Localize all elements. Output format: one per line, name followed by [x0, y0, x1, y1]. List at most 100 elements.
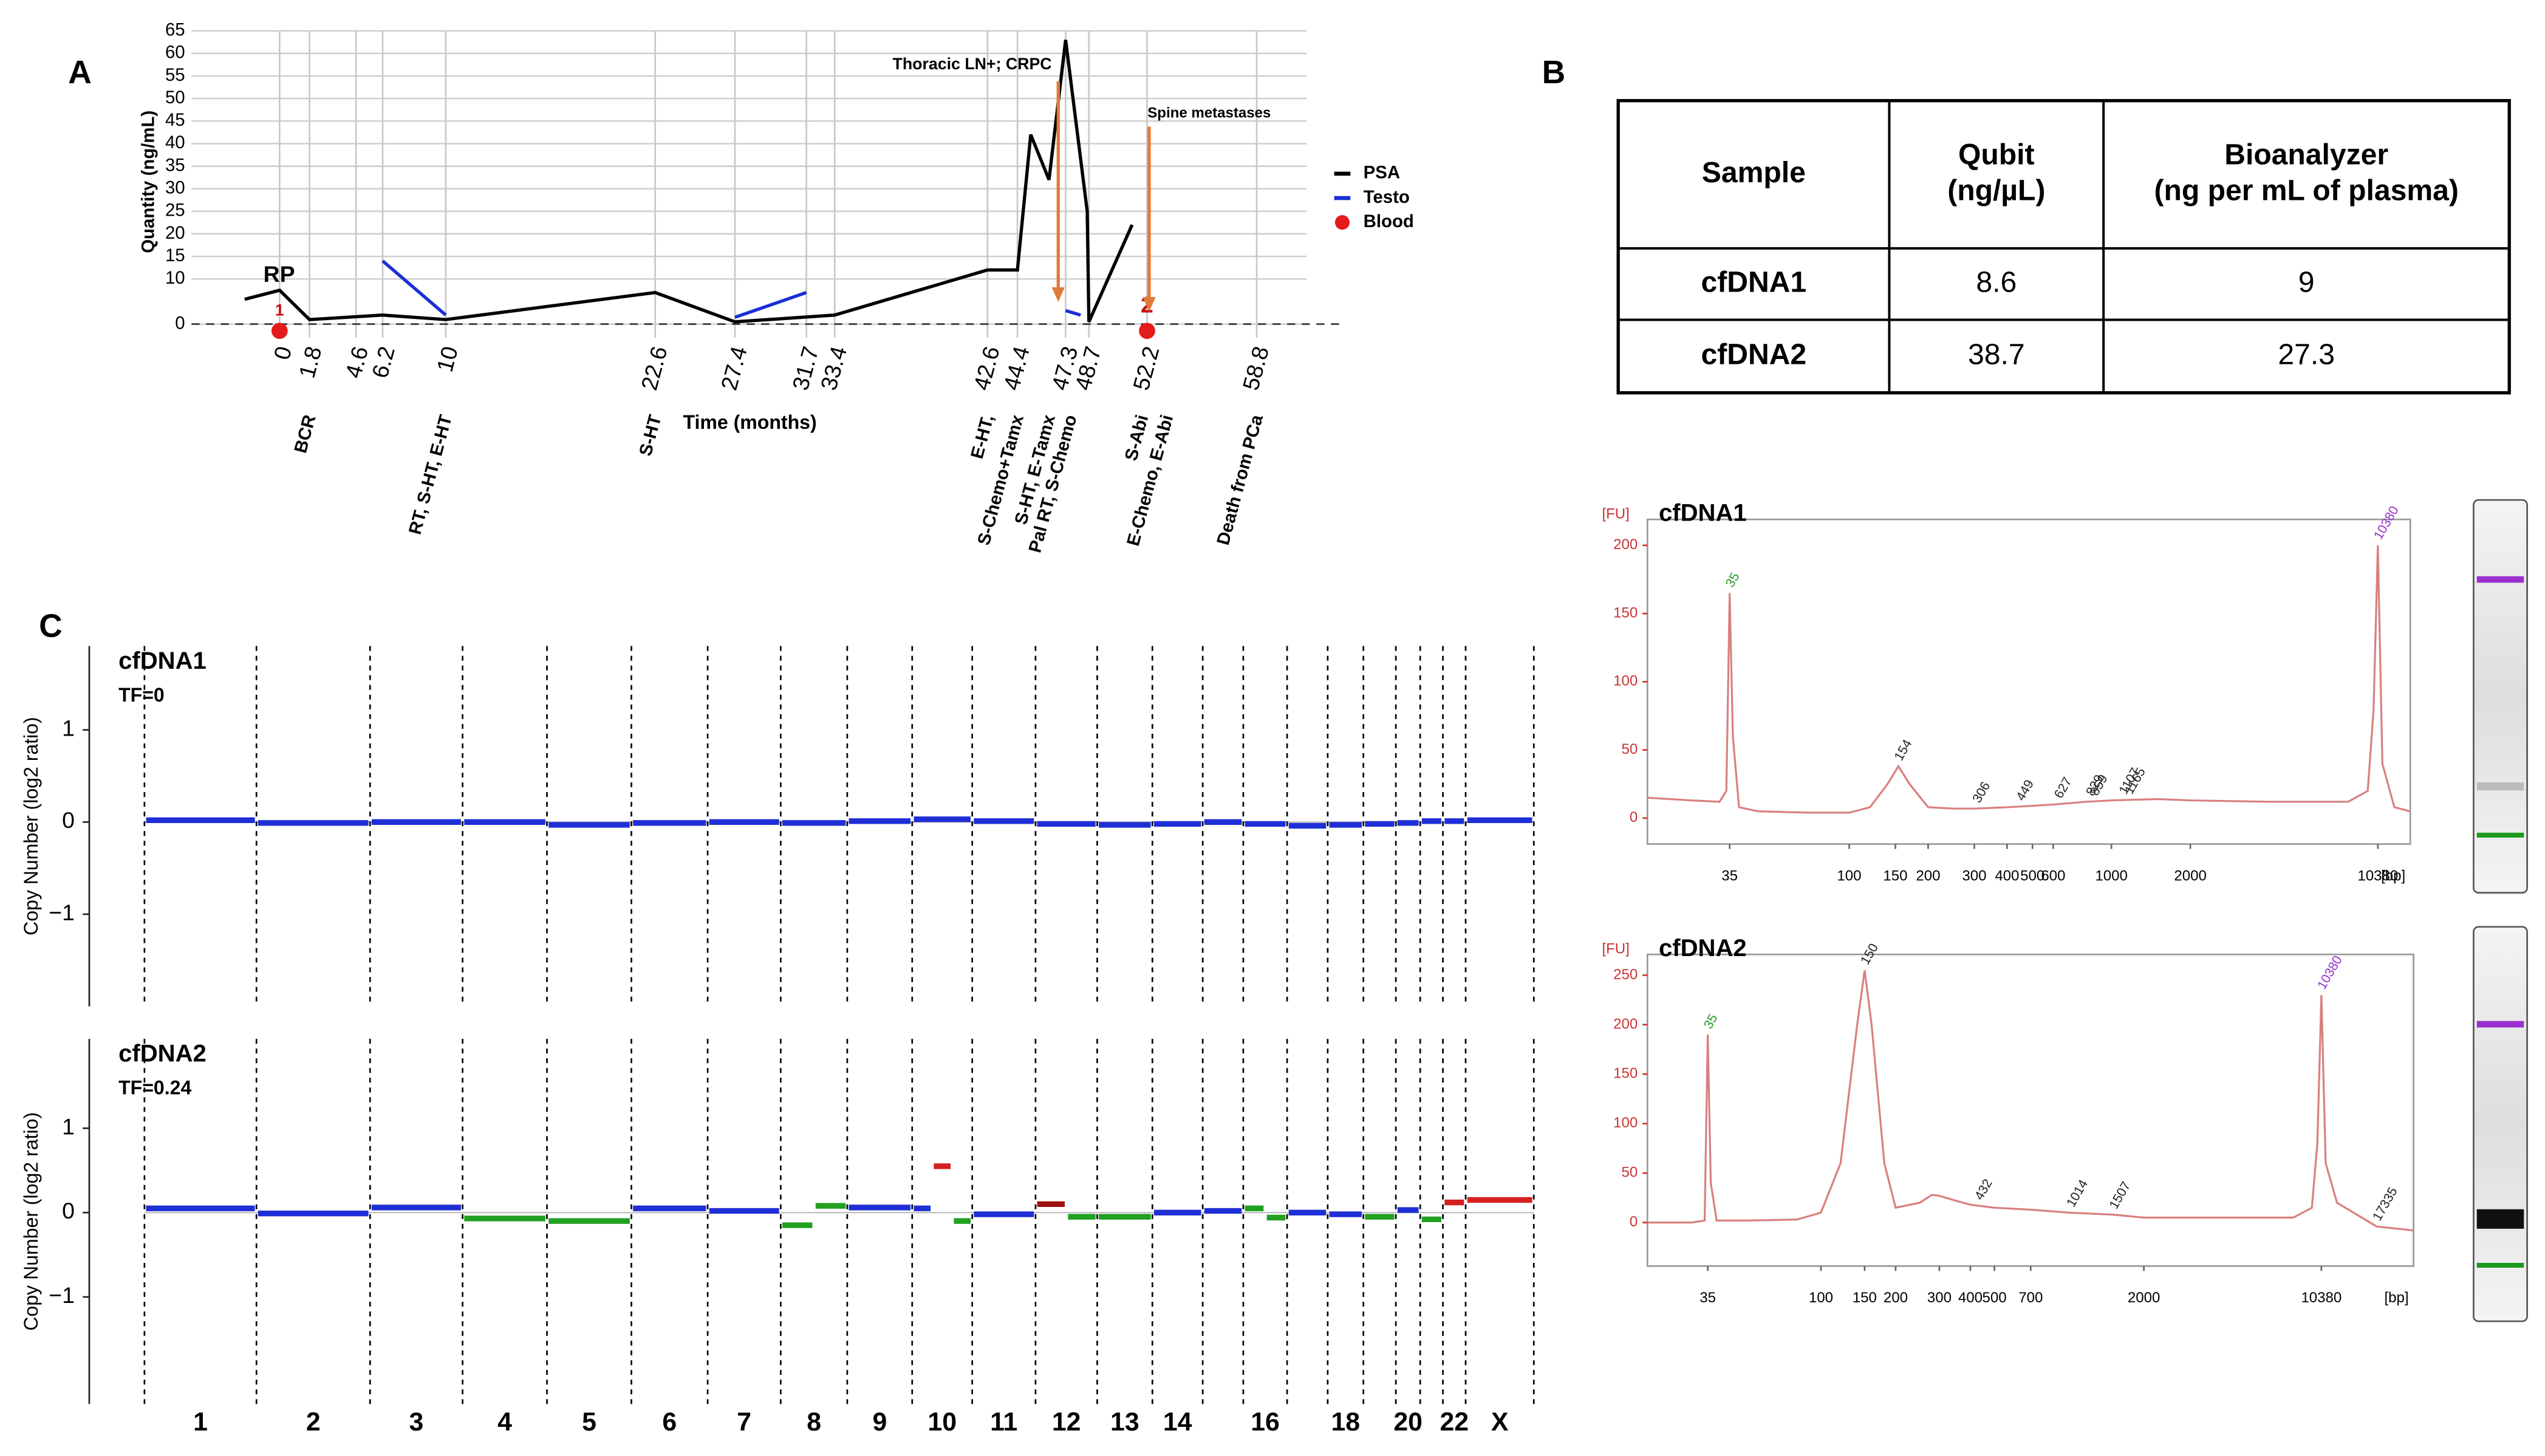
- x-tick-label: 22: [1440, 1407, 1469, 1437]
- y-tick-label: 35: [165, 155, 185, 175]
- x-tick-label: 200: [1884, 1290, 1908, 1306]
- y-tick-label: 50: [165, 87, 185, 108]
- panel-label: C: [39, 608, 63, 644]
- x-tick-label: 10380: [2357, 867, 2398, 884]
- y-tick-label: 250: [1613, 966, 1638, 983]
- table-header: Qubit: [1958, 138, 2035, 171]
- table-cell: cfDNA2: [1701, 338, 1806, 371]
- y-tick-label: 55: [165, 65, 185, 85]
- y-tick-label: 200: [1613, 536, 1638, 553]
- panel-label: B: [1542, 55, 1566, 91]
- x-tick-label: 2000: [2174, 867, 2206, 884]
- data-line: [244, 39, 1134, 324]
- x-tick-label: 16: [1251, 1407, 1280, 1437]
- data-line: [381, 259, 1081, 319]
- chart-subtitle: TF=0: [118, 684, 165, 706]
- x-tick-label: 150: [1853, 1290, 1877, 1306]
- x-unit: [bp]: [2384, 1290, 2408, 1306]
- y-tick-label: 150: [1613, 604, 1638, 621]
- y-tick-label: 20: [165, 223, 185, 243]
- y-tick-label: 150: [1613, 1065, 1638, 1082]
- x-tick-label: 12: [1052, 1407, 1081, 1437]
- x-tick-label: 14: [1163, 1407, 1192, 1437]
- x-tick-label: 35: [1700, 1290, 1716, 1306]
- x-tick-label: 13: [1110, 1407, 1139, 1437]
- data-point: [1139, 323, 1155, 340]
- y-tick-label: 200: [1613, 1016, 1638, 1032]
- gel-2: [2473, 926, 2528, 1322]
- x-tick-label: 11: [990, 1407, 1017, 1437]
- point-label: 1: [275, 301, 284, 320]
- gel-band: [2476, 576, 2524, 583]
- x-tick-label: 700: [2018, 1290, 2043, 1306]
- table-cell: 8.6: [1976, 265, 2017, 298]
- y-tick-label: 100: [1613, 673, 1638, 689]
- x-tick-label: 500: [1983, 1290, 2007, 1306]
- table-header: Sample: [1702, 156, 1806, 189]
- x-tick-label: 3: [409, 1407, 424, 1437]
- y-tick-label: 1: [62, 1113, 75, 1139]
- panel-label: A: [68, 55, 92, 91]
- y-tick-label: 0: [62, 807, 75, 833]
- arrow-head: [1051, 287, 1065, 302]
- x-tick-label: 4: [497, 1407, 512, 1437]
- y-tick-label: 65: [165, 20, 185, 40]
- x-unit: [bp]: [2381, 867, 2405, 884]
- chart-subtitle: TF=0.24: [118, 1077, 191, 1099]
- x-tick-label: 150: [1883, 867, 1907, 884]
- chart-title: cfDNA2: [1659, 935, 1747, 962]
- x-tick-label: 1000: [2095, 867, 2127, 884]
- chart-title: cfDNA1: [1659, 500, 1747, 527]
- chart-title: cfDNA2: [118, 1041, 207, 1067]
- table-cell: cfDNA1: [1701, 265, 1806, 298]
- y-tick-label: 45: [165, 110, 185, 130]
- x-tick-label: 100: [1809, 1290, 1833, 1306]
- gel-band: [2476, 1262, 2524, 1268]
- y-tick-label: 100: [1613, 1115, 1638, 1131]
- annotation: RP: [264, 261, 295, 287]
- table-cell: 27.3: [2278, 338, 2335, 371]
- y-tick-label: 1: [62, 715, 75, 740]
- x-tick-label: 10380: [2301, 1290, 2342, 1306]
- x-axis-label: Time (months): [683, 411, 816, 433]
- x-tick-label: 20: [1393, 1407, 1423, 1437]
- y-axis-label: Copy Number (log2 ratio): [20, 1112, 42, 1331]
- table-cell: 38.7: [1968, 338, 2025, 371]
- x-tick-label: 200: [1916, 867, 1940, 884]
- x-tick-label: 5: [582, 1407, 596, 1437]
- gel-lane: [2473, 499, 2528, 894]
- data-line: [1647, 970, 2414, 1232]
- legend-label: Blood: [1364, 211, 1414, 231]
- x-tick-label: 18: [1331, 1407, 1360, 1437]
- x-tick-label: 500: [2020, 867, 2045, 884]
- y-tick-label: −1: [49, 900, 75, 925]
- gel-band: [2476, 832, 2524, 838]
- x-tick-label: 7: [737, 1407, 751, 1437]
- y-tick-label: 30: [165, 178, 185, 198]
- y-unit: [FU]: [1602, 941, 1629, 957]
- y-unit: [FU]: [1602, 505, 1629, 522]
- y-tick-label: 40: [165, 132, 185, 152]
- legend-swatch: [1334, 215, 1350, 230]
- x-tick-label: 2: [306, 1407, 321, 1437]
- y-tick-label: −1: [49, 1282, 75, 1308]
- x-tick-label: 100: [1837, 867, 1861, 884]
- y-tick-label: 60: [165, 43, 185, 63]
- x-tick-label: 2000: [2128, 1290, 2160, 1306]
- data-line: [1647, 545, 2411, 814]
- gel-band: [2476, 1209, 2524, 1229]
- x-tick-label: 400: [1958, 1290, 1983, 1306]
- y-axis-label: Copy Number (log2 ratio): [20, 717, 42, 935]
- legend-label: Testo: [1364, 187, 1410, 207]
- x-tick-label: 8: [807, 1407, 821, 1437]
- annotation: Thoracic LN+; CRPC: [893, 55, 1052, 73]
- y-tick-label: 15: [165, 245, 185, 265]
- y-tick-label: 50: [1622, 741, 1638, 757]
- gel-band: [2476, 1020, 2524, 1028]
- y-tick-label: 50: [1622, 1164, 1638, 1181]
- x-tick-label: 600: [2041, 867, 2065, 884]
- gel-band: [2476, 782, 2524, 791]
